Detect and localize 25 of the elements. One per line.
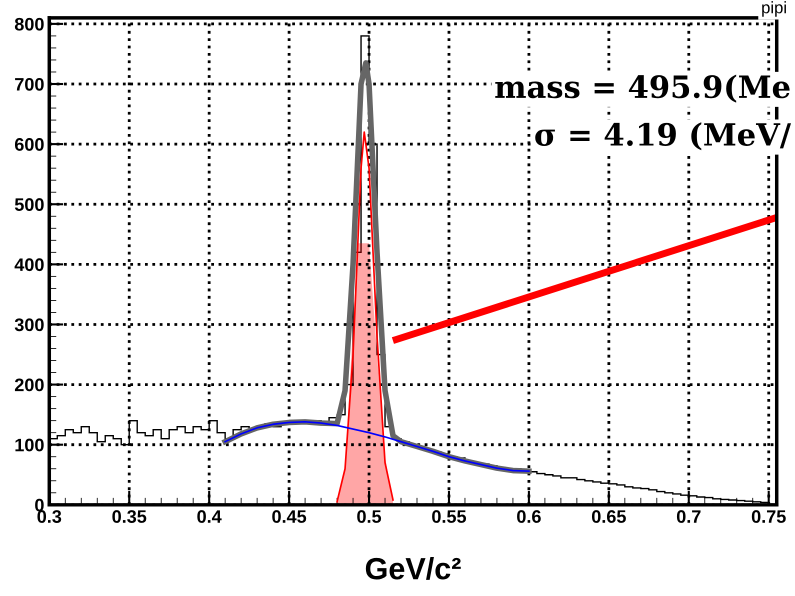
x-tick-label: 0.65 [592, 510, 626, 523]
y-tick-label: 300 [14, 318, 44, 332]
y-tick-label: 0 [35, 498, 44, 512]
y-tick-label: 200 [14, 378, 44, 392]
x-tick-label: 0.3 [37, 510, 62, 523]
x-tick-label: 0.75 [752, 510, 786, 523]
x-tick-label: 0.45 [272, 510, 306, 523]
x-tick-label: 0.7 [676, 510, 701, 523]
annotation: mass = 495.9(Me [495, 74, 790, 103]
x-tick-label: 0.55 [432, 510, 466, 523]
annotation: σ = 4.19 (MeV/ [535, 122, 792, 150]
x-axis-title: GeV/c² [366, 557, 461, 580]
y-tick-label: 800 [14, 18, 44, 31]
text: pipi [762, 1, 786, 17]
x-tick-label: 0.4 [197, 510, 222, 523]
line-series [224, 421, 530, 472]
x-tick-label: 0.35 [112, 510, 146, 523]
y-tick-label: 500 [14, 198, 44, 211]
x-tick-label: 0.5 [357, 510, 382, 523]
y-tick-label: 700 [15, 78, 44, 91]
y-tick-label: 600 [14, 138, 44, 151]
y-tick-label: 100 [15, 438, 44, 452]
line-series [336, 131, 394, 503]
y-tick-label: 400 [14, 258, 44, 272]
x-tick-label: 0.6 [517, 510, 541, 523]
